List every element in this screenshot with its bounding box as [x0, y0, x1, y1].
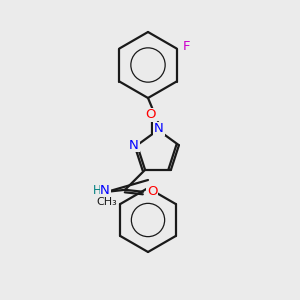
Text: O: O — [145, 109, 155, 122]
Text: H: H — [93, 184, 101, 197]
Text: CH₃: CH₃ — [96, 197, 117, 207]
Text: N: N — [129, 139, 139, 152]
Text: O: O — [147, 185, 157, 198]
Text: N: N — [100, 184, 110, 197]
Text: N: N — [154, 122, 164, 136]
Text: F: F — [183, 40, 190, 53]
